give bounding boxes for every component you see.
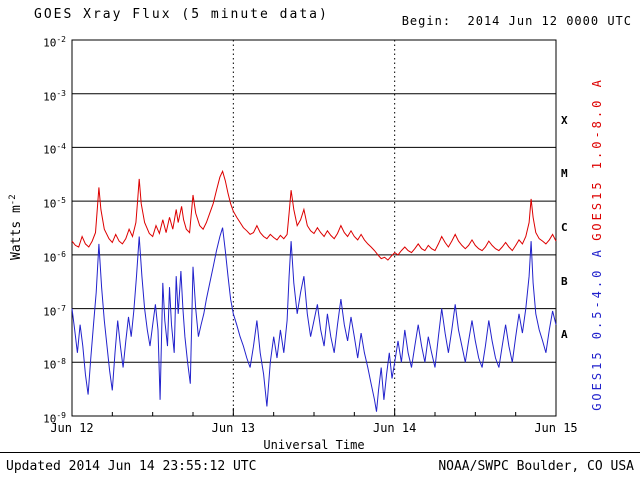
- flare-class-label-x: X: [561, 113, 568, 127]
- plot-border: [71, 39, 557, 417]
- series-label-short-channel: GOES15 0.5-4.0 A: [590, 247, 604, 411]
- flare-class-label-m: M: [561, 167, 568, 181]
- y-tick-label: 10-2: [43, 35, 66, 50]
- updated-timestamp: Updated 2014 Jun 14 23:55:12 UTC: [6, 459, 257, 474]
- y-tick-label: 10-6: [43, 249, 66, 265]
- flux-line-short: [71, 227, 557, 412]
- x-tick-label: Jun 14: [372, 421, 417, 435]
- x-axis-title: Universal Time: [263, 438, 365, 452]
- flare-class-label-a: A: [561, 328, 568, 342]
- y-tick-label: 10-8: [43, 357, 66, 372]
- footer-divider: [0, 452, 640, 453]
- y-tick-label: 10-3: [43, 88, 66, 104]
- source-credit: NOAA/SWPC Boulder, CO USA: [438, 459, 634, 474]
- y-tick-label: 10-4: [43, 142, 66, 158]
- x-tick-label: Jun 15: [534, 421, 578, 435]
- y-tick-label: 10-9: [43, 411, 66, 426]
- flare-class-label-b: B: [561, 274, 568, 288]
- flare-class-label-c: C: [561, 221, 568, 234]
- x-tick-label: Jun 13: [211, 421, 255, 435]
- x-tick-label: Jun 12: [50, 421, 94, 435]
- flux-line-long: [71, 169, 557, 261]
- chart-title: GOES Xray Flux (5 minute data): [34, 7, 329, 22]
- begin-timestamp: Begin: 2014 Jun 12 0000 UTC: [401, 14, 632, 28]
- y-tick-label: 10-7: [43, 303, 66, 319]
- y-tick-label: 10-5: [43, 196, 66, 211]
